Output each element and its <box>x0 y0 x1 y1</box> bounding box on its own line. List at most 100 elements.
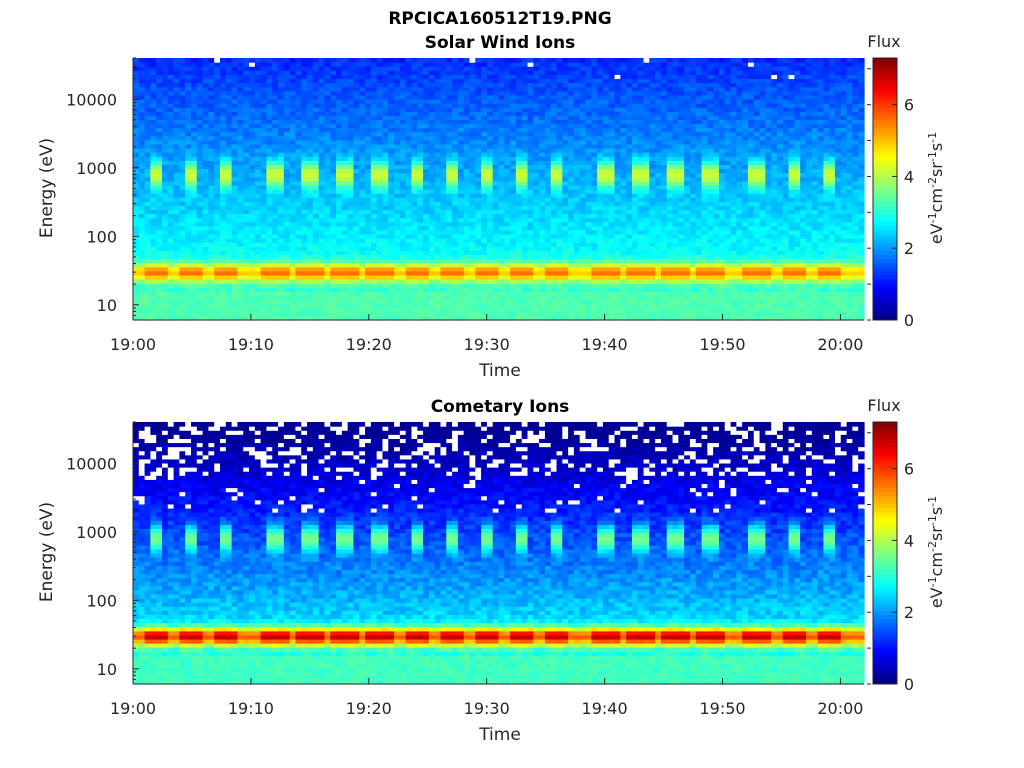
heatmap-cell <box>214 238 220 243</box>
heatmap-cell <box>162 164 168 169</box>
heatmap-cell <box>208 70 214 75</box>
heatmap-cell <box>139 70 145 75</box>
heatmap-cell <box>295 58 301 63</box>
heatmap-cell <box>249 140 255 145</box>
heatmap-cell <box>284 95 290 100</box>
heatmap-cell <box>290 177 296 182</box>
heatmap-cell <box>278 300 284 305</box>
heatmap-cell <box>295 128 301 133</box>
heatmap-cell <box>301 263 307 268</box>
heatmap-cell <box>139 304 145 309</box>
heatmap-cell <box>237 295 243 300</box>
heatmap-cell <box>284 287 290 292</box>
heatmap-cell <box>295 291 301 296</box>
heatmap-cell <box>255 304 261 309</box>
heatmap-cell <box>290 124 296 129</box>
heatmap-cell <box>203 132 209 137</box>
heatmap-cell <box>232 291 238 296</box>
heatmap-cell <box>208 95 214 100</box>
heatmap-cell <box>162 66 168 71</box>
heatmap-cell <box>243 91 249 96</box>
heatmap-cell <box>208 91 214 96</box>
heatmap-cell <box>139 193 145 198</box>
heatmap-cell <box>243 271 249 276</box>
heatmap-cell <box>145 201 151 206</box>
heatmap-cell <box>214 128 220 133</box>
heatmap-cell <box>203 70 209 75</box>
heatmap-cell <box>133 205 139 210</box>
heatmap-cell <box>295 160 301 165</box>
heatmap-cell <box>156 66 162 71</box>
heatmap-cell <box>156 230 162 235</box>
heatmap-cell <box>266 230 272 235</box>
heatmap-cell <box>301 87 307 92</box>
heatmap-cell <box>249 234 255 239</box>
heatmap-cell <box>220 214 226 219</box>
heatmap-cell <box>150 181 156 186</box>
heatmap-cell <box>197 263 203 268</box>
heatmap-cell <box>191 185 197 190</box>
heatmap-cell <box>301 124 307 129</box>
heatmap-cell <box>249 164 255 169</box>
heatmap-cell <box>249 242 255 247</box>
heatmap-cell <box>208 115 214 120</box>
heatmap-cell <box>197 181 203 186</box>
heatmap-cell <box>197 95 203 100</box>
heatmap-cell <box>156 193 162 198</box>
heatmap-cell <box>278 246 284 251</box>
heatmap-cell <box>197 78 203 83</box>
heatmap-cell <box>191 70 197 75</box>
heatmap-cell <box>226 74 232 79</box>
heatmap-cell <box>139 169 145 174</box>
heatmap-cell <box>185 95 191 100</box>
heatmap-cell <box>145 95 151 100</box>
heatmap-cell <box>290 115 296 120</box>
heatmap-cell <box>174 144 180 149</box>
heatmap-cell <box>278 83 284 88</box>
heatmap-cell <box>162 173 168 178</box>
heatmap-cell <box>191 222 197 227</box>
heatmap-cell <box>232 115 238 120</box>
heatmap-cell <box>174 250 180 255</box>
heatmap-cell <box>232 222 238 227</box>
heatmap-cell <box>179 78 185 83</box>
heatmap-cell <box>145 283 151 288</box>
heatmap-cell <box>255 132 261 137</box>
heatmap-cell <box>156 124 162 129</box>
heatmap-cell <box>237 279 243 284</box>
heatmap-cell <box>133 279 139 284</box>
heatmap-cell <box>214 263 220 268</box>
heatmap-cell <box>139 177 145 182</box>
heatmap-cell <box>174 140 180 145</box>
heatmap-cell <box>278 148 284 153</box>
heatmap-cell <box>150 287 156 292</box>
heatmap-cell <box>278 283 284 288</box>
heatmap-cell <box>249 132 255 137</box>
heatmap-cell <box>232 66 238 71</box>
heatmap-cell <box>220 160 226 165</box>
heatmap-cell <box>278 287 284 292</box>
heatmap-cell <box>237 115 243 120</box>
heatmap-cell <box>191 169 197 174</box>
heatmap-cell <box>301 304 307 309</box>
heatmap-cell <box>145 279 151 284</box>
heatmap-cell <box>301 287 307 292</box>
heatmap-cell <box>197 308 203 313</box>
heatmap-cell <box>133 111 139 116</box>
heatmap-cell <box>185 242 191 247</box>
heatmap-cell <box>243 275 249 280</box>
heatmap-cell <box>145 181 151 186</box>
heatmap-cell <box>197 304 203 309</box>
heatmap-cell <box>301 111 307 116</box>
heatmap-cell <box>208 238 214 243</box>
heatmap-cell <box>272 312 278 317</box>
heatmap-cell <box>284 205 290 210</box>
heatmap-cell <box>179 160 185 165</box>
heatmap-cell <box>266 181 272 186</box>
heatmap-cell <box>191 87 197 92</box>
heatmap-cell <box>226 164 232 169</box>
heatmap-cell <box>139 271 145 276</box>
heatmap-cell <box>168 58 174 63</box>
heatmap-cell <box>278 250 284 255</box>
heatmap-cell <box>266 214 272 219</box>
